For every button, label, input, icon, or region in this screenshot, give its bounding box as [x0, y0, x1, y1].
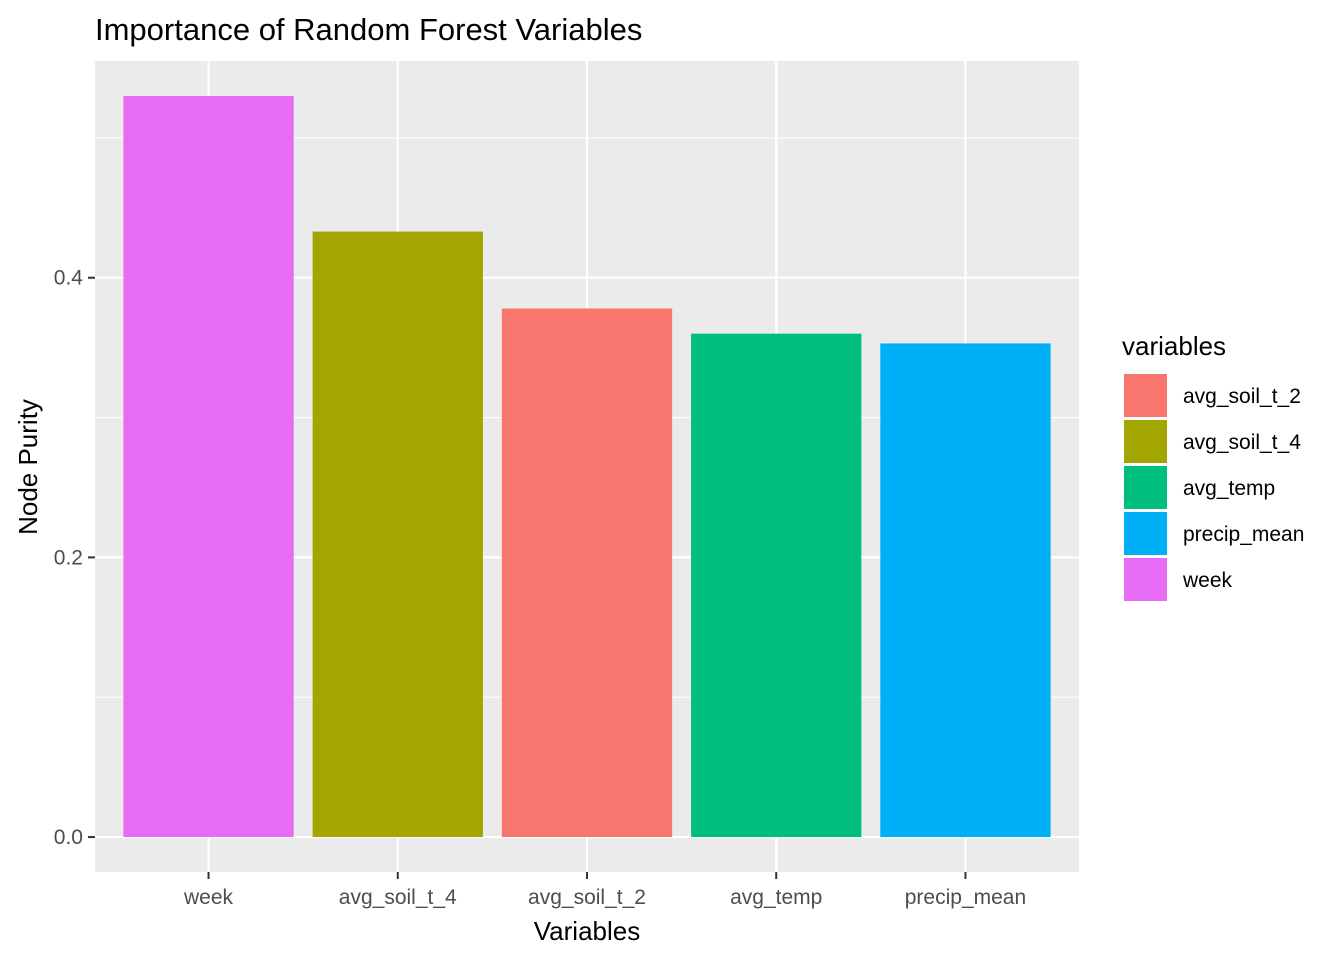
x-tick-label: avg_temp	[730, 886, 822, 909]
y-tick-label: 0.4	[54, 267, 84, 290]
y-axis: 0.0 0.2 0.4	[54, 267, 95, 849]
legend: variables avg_soil_t_2 avg_soil_t_4 avg_te…	[1122, 331, 1304, 601]
chart-title: Importance of Random Forest Variables	[95, 12, 642, 47]
y-axis-title: Node Purity	[13, 399, 43, 535]
bar-avg-soil-t-2	[501, 308, 673, 838]
x-tick-label: precip_mean	[905, 886, 1026, 909]
x-tick-label: week	[183, 886, 234, 909]
bar-avg-temp	[691, 333, 862, 838]
x-axis-title: Variables	[534, 916, 640, 946]
y-tick-label: 0.0	[54, 826, 83, 849]
legend-key	[1124, 420, 1167, 463]
legend-items: avg_soil_t_2 avg_soil_t_4 avg_temp precip_m…	[1124, 374, 1304, 601]
y-tick-label: 0.2	[54, 546, 83, 569]
legend-label: precip_mean	[1183, 523, 1304, 546]
legend-label: week	[1182, 569, 1233, 592]
legend-label: avg_temp	[1183, 477, 1275, 500]
legend-key	[1124, 558, 1167, 601]
legend-label: avg_soil_t_4	[1183, 431, 1301, 454]
legend-key	[1124, 466, 1167, 509]
bars-group	[123, 95, 1051, 838]
x-axis: week avg_soil_t_4 avg_soil_t_2 avg_temp prec…	[183, 872, 1026, 909]
bar-avg-soil-t-4	[312, 231, 483, 838]
legend-label: avg_soil_t_2	[1183, 385, 1301, 408]
legend-title: variables	[1122, 331, 1226, 361]
bar-week	[123, 95, 294, 838]
legend-key	[1124, 374, 1167, 417]
x-tick-label: avg_soil_t_4	[339, 886, 457, 909]
bar-precip-mean	[880, 343, 1051, 838]
legend-key	[1124, 512, 1167, 555]
x-tick-label: avg_soil_t_2	[528, 886, 646, 909]
